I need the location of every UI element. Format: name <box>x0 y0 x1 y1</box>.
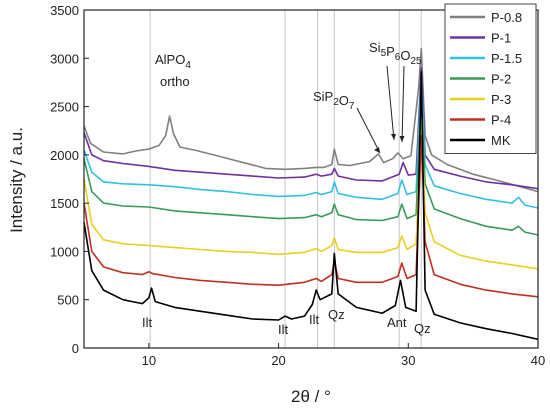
x-tick-label-20: 20 <box>271 353 285 368</box>
plot-frame <box>83 9 539 349</box>
arrowhead-sip2o7 <box>374 147 380 153</box>
series-line-p-0.8 <box>83 47 539 193</box>
annotation-sip2o7: SiP2O7 <box>313 89 355 112</box>
annotation-alpo4: AlPO4 <box>155 52 191 71</box>
y-tick-label-3500: 3500 <box>50 3 79 18</box>
arrowhead-si5p6o25-a <box>391 134 396 140</box>
x-tick-label-10: 10 <box>142 353 156 368</box>
annotation-ilt1: Ilt <box>142 315 153 330</box>
annotation-ilt3: Ilt <box>309 312 320 327</box>
y-tick-label-500: 500 <box>57 293 79 308</box>
y-tick-label-1000: 1000 <box>50 244 79 259</box>
series-line-p-1 <box>83 67 539 190</box>
legend-label-mk: MK <box>491 133 511 148</box>
series-line-p-1.5 <box>83 76 539 209</box>
annotation-ilt2: Ilt <box>278 322 289 337</box>
series-line-p-2 <box>83 96 539 236</box>
y-tick-label-1500: 1500 <box>50 196 79 211</box>
legend-label-p-3: P-3 <box>491 92 511 107</box>
arrow-si5p6o25-b <box>401 65 405 143</box>
x-tick-label-30: 30 <box>401 353 415 368</box>
legend: P-0.8 P-1 P-1.5 P-2 P-3 P-4 MK <box>444 3 537 154</box>
legend-label-p-1: P-1 <box>491 31 511 46</box>
x-tick-label-40: 40 <box>531 353 545 368</box>
x-axis-title: 2θ / ° <box>291 387 331 406</box>
arrow-si5p6o25-a <box>386 65 395 141</box>
arrow-sip2o7 <box>356 107 381 154</box>
annotation-qz2: Qz <box>414 321 431 336</box>
annotations: AlPO4 ortho SiP2O7 Si5P6O25 Ilt Ilt Ilt Qz Ant Qz <box>142 40 431 337</box>
annotation-ant: Ant <box>387 315 407 330</box>
legend-label-p-2: P-2 <box>491 72 511 87</box>
annotation-qz1: Qz <box>328 307 345 322</box>
y-tick-label-2500: 2500 <box>50 100 79 115</box>
annotation-si5p6o25: Si5P6O25 <box>369 40 422 67</box>
ticks: 10 20 30 40 0 500 1000 1500 2000 2500 3000 3500 <box>50 3 545 368</box>
legend-label-p-1.5: P-1.5 <box>491 51 522 66</box>
series-line-p-3 <box>83 125 539 270</box>
y-tick-label-3000: 3000 <box>50 51 79 66</box>
axes <box>83 9 539 349</box>
y-tick-label-0: 0 <box>72 341 79 356</box>
y-axis-title: Intensity / a.u. <box>7 127 26 233</box>
series-line-mk <box>83 71 539 341</box>
series-line-p-4 <box>83 134 539 298</box>
annotation-alpo4-line2: ortho <box>160 74 190 89</box>
y-tick-label-2000: 2000 <box>50 148 79 163</box>
series-lines <box>83 47 539 341</box>
legend-label-p-0.8: P-0.8 <box>491 10 522 25</box>
arrowhead-si5p6o25-b <box>399 136 405 142</box>
legend-label-p-4: P-4 <box>491 113 511 128</box>
